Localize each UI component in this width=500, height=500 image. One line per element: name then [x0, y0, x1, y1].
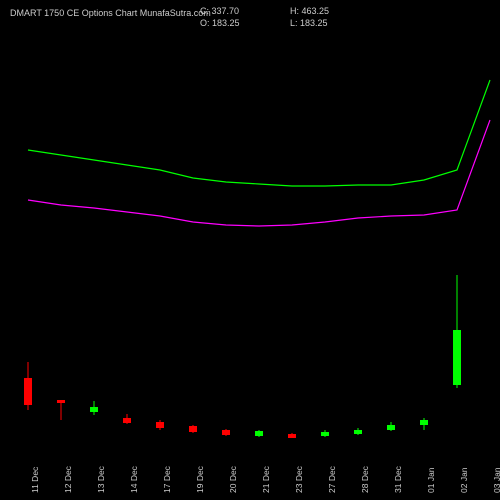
candle-body [90, 407, 98, 412]
candle-body [123, 418, 131, 423]
lower-band-line [28, 120, 490, 226]
x-tick-label: 19 Dec [195, 466, 200, 493]
x-tick-label: 03 Jan [492, 467, 497, 493]
candle-body [255, 431, 263, 436]
chart-container: DMART 1750 CE Options Chart MunafaSutra.… [0, 0, 500, 500]
upper-band-line [28, 80, 490, 186]
candle-body [387, 425, 395, 430]
x-tick-label: 28 Dec [360, 466, 365, 493]
candle-body [453, 330, 461, 385]
x-tick-label: 20 Dec [228, 466, 233, 493]
x-tick-label: 17 Dec [162, 466, 167, 493]
candle-body [156, 422, 164, 428]
candle-body [420, 420, 428, 425]
x-tick-label: 31 Dec [393, 466, 398, 493]
candle-body [222, 430, 230, 435]
candle-body [354, 430, 362, 434]
x-tick-label: 13 Dec [96, 466, 101, 493]
candle-body [57, 400, 65, 403]
x-tick-label: 02 Jan [459, 467, 464, 493]
x-tick-label: 11 Dec [30, 467, 35, 493]
x-tick-label: 23 Dec [294, 466, 299, 493]
chart-svg [0, 0, 500, 500]
x-tick-label: 21 Dec [261, 466, 266, 493]
candle-body [24, 378, 32, 405]
x-tick-label: 12 Dec [63, 466, 68, 493]
x-tick-label: 01 Jan [426, 467, 431, 493]
x-axis-labels: 11 Dec 12 Dec 13 Dec 14 Dec 17 Dec 19 Dec 20 D… [0, 453, 500, 498]
x-tick-label: 27 Dec [327, 466, 332, 493]
candle-body [321, 432, 329, 436]
x-tick-label: 14 Dec [129, 466, 134, 493]
candle-body [189, 426, 197, 432]
candle-body [288, 434, 296, 438]
